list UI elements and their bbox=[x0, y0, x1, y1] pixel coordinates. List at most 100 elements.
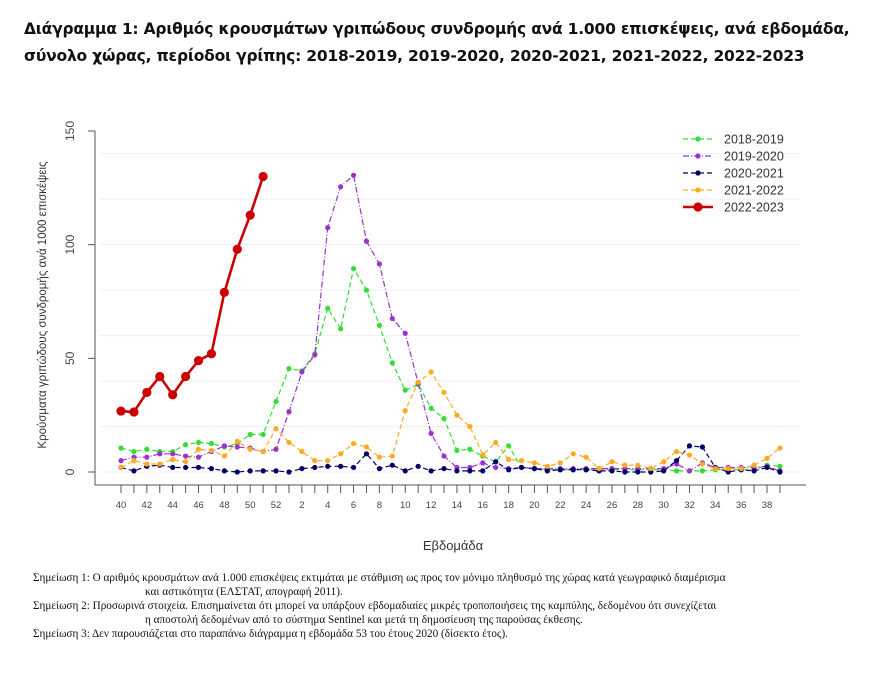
series-2018-2019-point bbox=[777, 463, 783, 469]
legend-swatch-marker bbox=[695, 187, 701, 193]
legend-item: 2021-2022 bbox=[683, 184, 784, 198]
series-2019-2020-point bbox=[234, 444, 240, 450]
series-2021-2022 bbox=[118, 369, 783, 472]
series-2022-2023-point bbox=[219, 287, 229, 298]
series-2020-2021-point bbox=[609, 468, 615, 474]
series-2020-2021-point bbox=[415, 463, 421, 469]
x-tick-label: 32 bbox=[684, 500, 695, 511]
series-2021-2022-point bbox=[350, 440, 357, 447]
series-2020-2021-point bbox=[247, 468, 253, 474]
series-2018-2019-point bbox=[673, 468, 680, 474]
series-2020-2021-point bbox=[299, 465, 305, 472]
x-tick-label: 22 bbox=[555, 500, 566, 511]
series-2021-2022-point bbox=[531, 460, 538, 466]
series-2020-2021-point bbox=[493, 459, 499, 465]
x-tick-label: 42 bbox=[142, 500, 153, 511]
series-2020-2021-point bbox=[467, 468, 473, 474]
series-2020-2021-point bbox=[170, 464, 176, 471]
series-2020-2021-point bbox=[751, 468, 757, 474]
series-2021-2022-point bbox=[454, 412, 460, 418]
series-2020-2021-point bbox=[480, 468, 486, 474]
series-2022-2023-point bbox=[193, 356, 204, 366]
series-2021-2022-point bbox=[725, 465, 731, 472]
x-tick-label: 40 bbox=[116, 500, 127, 511]
series-2021-2022-point bbox=[247, 446, 253, 452]
x-tick-label: 48 bbox=[219, 500, 230, 511]
series-2020-2021-point bbox=[441, 465, 447, 472]
series-2019-2020-point bbox=[183, 453, 189, 459]
series-2021-2022-point bbox=[609, 459, 615, 465]
y-tick-label: 0 bbox=[63, 468, 77, 475]
series-2018-2019-point bbox=[208, 440, 215, 447]
legend-item: 2020-2021 bbox=[683, 167, 784, 181]
grid-lines bbox=[100, 153, 800, 473]
series-2021-2022-point bbox=[415, 379, 421, 385]
series-2021-2022-point bbox=[260, 448, 266, 455]
series-2019-2020-point bbox=[441, 453, 447, 459]
series-2019-2020-point bbox=[686, 468, 693, 474]
legend-item: 2019-2020 bbox=[683, 150, 784, 164]
footnote-2-line-2: η αποστολή δεδομένων από το σύστημα Sent… bbox=[145, 614, 583, 626]
series-2019-2020-point bbox=[195, 454, 202, 460]
x-tick-label: 20 bbox=[529, 500, 540, 511]
series-2018-2019-point bbox=[428, 405, 434, 411]
legend-item: 2022-2023 bbox=[683, 201, 784, 215]
footnote-3: Σημείωση 3: Δεν παρουσιάζεται στο παραπά… bbox=[33, 627, 863, 641]
x-axis-label: Εβδομάδα bbox=[423, 538, 484, 553]
x-tick-label: 24 bbox=[581, 500, 592, 511]
series-2021-2022-point bbox=[570, 451, 576, 457]
series-2018-2019-point bbox=[195, 439, 202, 446]
x-tick-label: 36 bbox=[736, 500, 747, 511]
series-2019-2020-point bbox=[273, 446, 279, 452]
series-2022-2023-point bbox=[142, 387, 152, 398]
series-2021-2022-point bbox=[673, 448, 680, 455]
chart-title-line-1: Διάγραμμα 1: Αριθμός κρουσμάτων γριπώδου… bbox=[24, 20, 850, 38]
series-2019-2020-point bbox=[312, 352, 318, 358]
series-2018-2019-point bbox=[402, 387, 408, 393]
series-2018-2019-point bbox=[454, 447, 460, 454]
x-tick-label: 8 bbox=[377, 500, 382, 511]
series-2021-2022-point bbox=[635, 462, 641, 468]
legend-label: 2022-2023 bbox=[724, 201, 784, 215]
series-2019-2020-point bbox=[221, 443, 227, 449]
series-2018-2019-point bbox=[363, 287, 370, 293]
series-2018-2019-point bbox=[389, 360, 395, 366]
series-2020-2021-point bbox=[570, 467, 576, 473]
series-2020-2021-point bbox=[673, 458, 680, 464]
series-2018-2019-point bbox=[183, 442, 189, 448]
series-2020-2021-point bbox=[557, 467, 563, 473]
series-2018-2019-point bbox=[441, 415, 447, 422]
x-tick-label: 16 bbox=[477, 500, 488, 511]
series-2022-2023-point bbox=[232, 244, 242, 254]
series-2020-2021-point bbox=[635, 469, 641, 475]
series-2021-2022-point bbox=[648, 465, 654, 472]
series-2020-2021-point bbox=[286, 469, 292, 475]
series-2019-2020-point bbox=[389, 315, 395, 322]
series-2020-2021-point bbox=[506, 467, 512, 473]
series-2021-2022-point bbox=[686, 452, 693, 458]
series-2022-2023-point bbox=[181, 371, 191, 382]
series-2022-2023-point bbox=[206, 349, 217, 359]
series-2019-2020-point bbox=[325, 225, 331, 231]
series-2021-2022-point bbox=[299, 448, 305, 455]
y-tick-label: 150 bbox=[63, 121, 77, 141]
series-2020-2021-point bbox=[402, 468, 408, 474]
series-2021-2022-point bbox=[170, 456, 176, 463]
series-2018-2019 bbox=[118, 265, 783, 474]
x-tick-label: 50 bbox=[245, 500, 256, 511]
legend-item: 2018-2019 bbox=[683, 133, 784, 147]
series-2021-2022-point bbox=[544, 463, 550, 469]
series-2019-2020-point bbox=[170, 451, 176, 457]
x-tick-label: 26 bbox=[607, 500, 618, 511]
series-2018-2019-point bbox=[506, 443, 512, 449]
series-2018-2019-point bbox=[286, 365, 292, 372]
series-2019-2020-point bbox=[299, 369, 305, 375]
x-tick-label: 28 bbox=[633, 500, 644, 511]
series-2020-2021-point bbox=[454, 468, 460, 474]
footnote-3-line-1: Σημείωση 3: Δεν παρουσιάζεται στο παραπά… bbox=[33, 628, 508, 640]
series-2020-2021-point bbox=[338, 463, 344, 469]
series-2021-2022-point bbox=[467, 423, 473, 430]
series-2020-2021-point bbox=[195, 464, 202, 471]
series-2021-2022-point bbox=[777, 445, 783, 451]
